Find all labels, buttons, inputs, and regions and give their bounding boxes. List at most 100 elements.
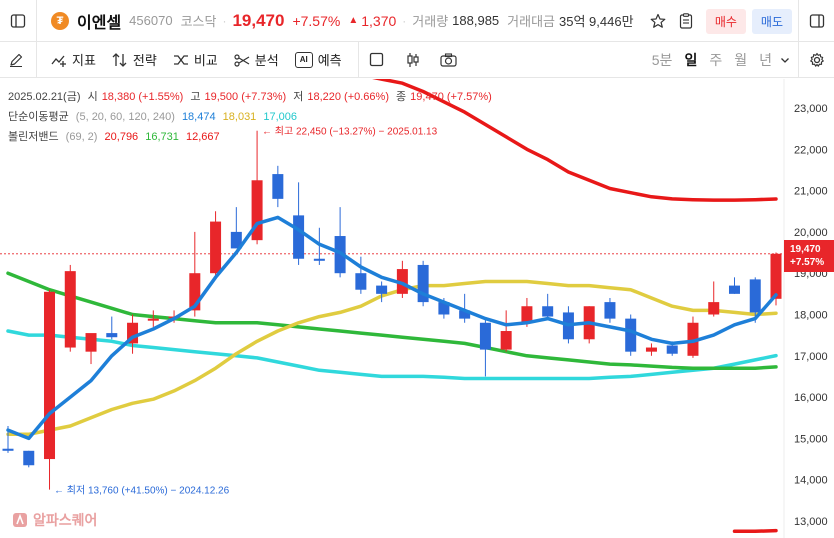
camera-icon — [440, 52, 457, 67]
draw-pencil-button[interactable] — [0, 42, 36, 78]
candle-body — [687, 322, 699, 356]
candle-body — [604, 302, 616, 319]
candle-body — [2, 448, 14, 451]
candle-body — [417, 264, 429, 303]
y-tick-label: 21,000 — [794, 186, 828, 198]
y-tick-label: 18,000 — [794, 310, 828, 322]
y-tick-label: 23,000 — [794, 103, 828, 115]
indicator-label: 지표 — [72, 53, 96, 68]
candle-body — [645, 347, 657, 352]
chart-type-button[interactable] — [399, 42, 432, 78]
period-year[interactable]: 년 — [759, 52, 772, 68]
candle-body — [251, 180, 263, 241]
legend-low-value: 18,220 (+0.66%) — [307, 91, 389, 103]
candle-body — [23, 450, 35, 466]
separator-dot: · — [402, 13, 407, 28]
analysis-button[interactable]: 분석 — [226, 42, 287, 78]
toolbar-divider — [357, 41, 359, 78]
volume-label: 거래량 — [412, 14, 449, 29]
chart-toolbar: 지표 전략 비교 분석 AI 예측 5분 일 주 월 년 — [0, 41, 834, 78]
alphasquare-watermark: 알파스퀘어 — [12, 510, 97, 530]
volume-value: 188,985 — [452, 13, 500, 28]
settings-button[interactable] — [798, 42, 834, 78]
period-dropdown-chevron-icon[interactable] — [778, 55, 798, 65]
indicator-button[interactable]: 지표 — [43, 42, 104, 78]
favorite-star-icon[interactable] — [644, 0, 672, 42]
period-day[interactable]: 일 — [684, 52, 698, 68]
candle-body — [625, 318, 637, 352]
right-panel-toggle-button[interactable] — [798, 0, 834, 42]
layout-button[interactable] — [359, 42, 399, 78]
legend-low-label: 저 — [293, 91, 304, 103]
candle-body — [210, 221, 222, 274]
bb-label: 볼린저밴드 — [8, 131, 59, 143]
high-annotation: ← 최고 22,450 (−13.27%) − 2025.01.13 — [262, 126, 438, 138]
candle-body — [106, 333, 118, 338]
candle-body — [293, 215, 305, 259]
bb-legend[interactable]: 볼린저밴드 (69, 2) 20,796 16,731 12,667 — [8, 128, 224, 144]
forecast-label: 예측 — [317, 53, 342, 68]
market-name: 코스닥 — [180, 14, 217, 29]
separator-dot: · — [222, 13, 227, 28]
ai-chip-icon: AI — [294, 51, 313, 68]
header-divider — [36, 0, 37, 42]
alphasquare-logo-icon — [13, 513, 27, 527]
y-tick-label: 14,000 — [794, 475, 828, 487]
compare-icon — [173, 54, 188, 65]
bollinger-lower-line — [732, 528, 778, 534]
panel-icon — [10, 13, 26, 28]
legend-high-label: 고 — [190, 91, 201, 103]
sidebar-toggle-button[interactable] — [0, 0, 36, 42]
current-price: 19,470 — [232, 10, 285, 30]
forecast-button[interactable]: AI 예측 — [287, 42, 350, 78]
y-tick-label: 22,000 — [794, 144, 828, 156]
ohlc-legend: 2025.02.21(금) 시 18,380 (+1.55%) 고 19,500 (… — [8, 88, 496, 104]
candle-body — [189, 273, 201, 311]
candle-body — [708, 302, 720, 315]
square-icon — [369, 52, 383, 67]
change-percent: +7.57% — [292, 12, 341, 29]
candlestick-icon — [407, 52, 419, 67]
legend-open-label: 시 — [87, 91, 98, 103]
amount-label: 거래대금 — [507, 14, 556, 29]
price-chart[interactable]: 13,00014,00015,00016,00017,00018,00019,0… — [0, 79, 834, 538]
y-tick-label: 15,000 — [794, 433, 828, 445]
candle-body — [376, 285, 388, 294]
compare-button[interactable]: 비교 — [165, 42, 226, 78]
period-5min[interactable]: 5분 — [651, 52, 673, 68]
ma60-line — [6, 271, 778, 370]
y-tick-label: 20,000 — [794, 227, 828, 239]
screenshot-button[interactable] — [432, 42, 470, 78]
toolbar-divider — [36, 41, 37, 78]
ma-legend[interactable]: 단순이동평균 (5, 20, 60, 120, 240) 18,474 18,0… — [8, 108, 301, 124]
candle-body — [313, 258, 325, 261]
buy-button[interactable]: 매수 — [705, 8, 746, 34]
period-month[interactable]: 월 — [734, 52, 748, 68]
price-tag-percent: +7.57% — [790, 257, 825, 268]
strategy-icon — [112, 52, 127, 67]
memo-icon[interactable] — [672, 0, 700, 42]
candle-body — [438, 302, 450, 315]
gear-icon — [809, 52, 824, 67]
candle-body — [500, 331, 512, 350]
bb-params: (69, 2) — [65, 131, 98, 143]
legend-close-value: 19,470 (+7.57%) — [410, 91, 492, 103]
bb-lower-value: 12,667 — [185, 131, 220, 143]
ma5-value: 18,474 — [181, 111, 216, 123]
period-week[interactable]: 주 — [709, 52, 723, 68]
candle-body — [542, 306, 554, 317]
sell-button[interactable]: 매도 — [751, 8, 792, 34]
legend-close-label: 종 — [396, 91, 407, 103]
compare-label: 비교 — [193, 53, 218, 68]
strategy-button[interactable]: 전략 — [104, 42, 165, 78]
candle-body — [230, 231, 242, 249]
stock-name[interactable]: 이엔셀 — [77, 14, 122, 32]
candle-body — [770, 253, 782, 299]
low-annotation: ← 최저 13,760 (+41.50%) − 2024.12.26 — [54, 485, 230, 497]
candle-body — [64, 271, 76, 348]
candle-body — [479, 322, 491, 350]
up-triangle-icon: ▲ — [348, 15, 359, 26]
y-tick-label: 16,000 — [794, 392, 828, 404]
panel-right-icon — [809, 14, 824, 28]
ma120-value: 17,006 — [263, 111, 298, 123]
